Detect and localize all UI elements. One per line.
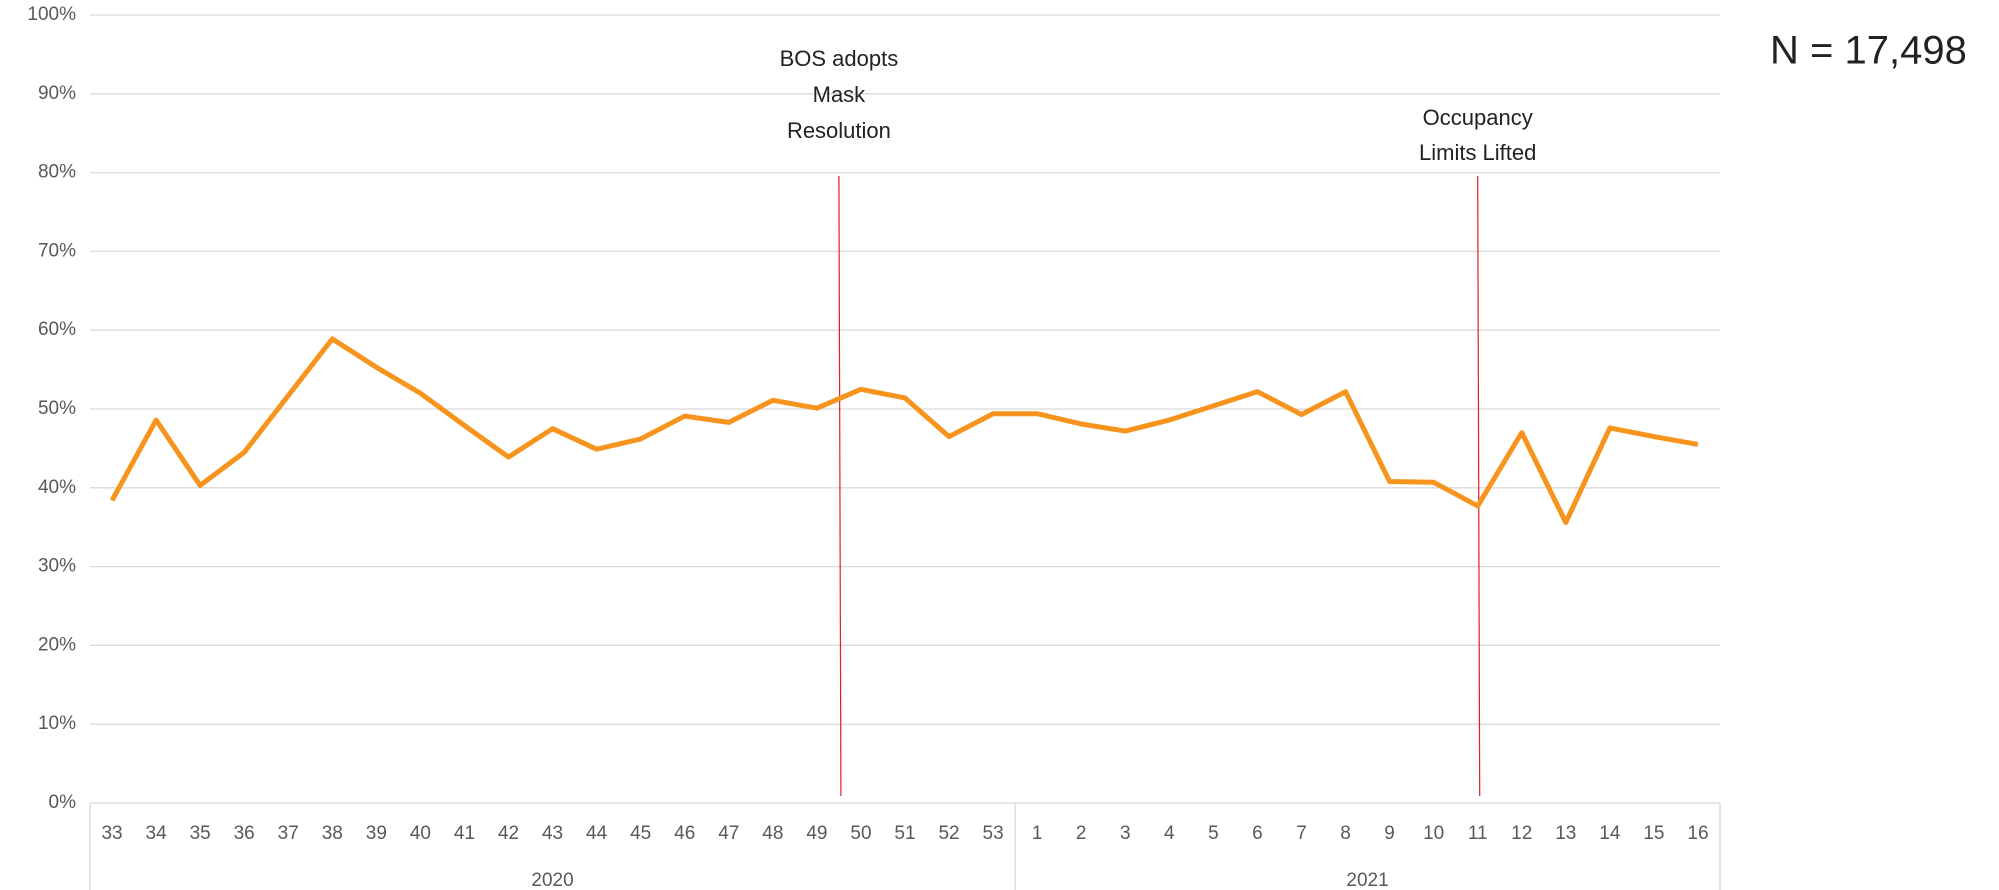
y-tick-label: 0%: [49, 792, 77, 813]
group-label: 2021: [1346, 870, 1388, 890]
x-tick-label: 15: [1643, 823, 1664, 844]
event-line: [838, 175, 842, 797]
x-tick-label: 14: [1599, 823, 1621, 844]
x-tick-label: 44: [586, 823, 608, 844]
x-tick-label: 11: [1468, 823, 1488, 844]
x-tick-label: 51: [894, 823, 915, 844]
x-tick-label: 48: [762, 823, 783, 844]
x-tick-label: 1: [1032, 823, 1043, 844]
x-tick-label: 4: [1164, 823, 1175, 844]
x-tick-label: 16: [1687, 823, 1708, 844]
annotation: Resolution: [787, 118, 891, 143]
group-label: 2020: [531, 870, 573, 890]
x-tick-label: 42: [498, 823, 519, 844]
annotation: BOS adopts: [780, 46, 899, 71]
x-tick-label: 53: [983, 823, 1004, 844]
x-tick-label: 37: [278, 823, 299, 844]
x-tick-label: 35: [190, 823, 211, 844]
x-tick-label: 7: [1296, 823, 1307, 844]
annotation: Mask: [813, 82, 867, 107]
x-tick-label: 34: [146, 823, 168, 844]
y-tick-label: 30%: [38, 556, 76, 577]
x-tick-label: 47: [718, 823, 739, 844]
x-tick-label: 38: [322, 823, 343, 844]
y-tick-label: 40%: [38, 477, 76, 498]
x-tick-label: 9: [1384, 823, 1395, 844]
x-tick-label: 50: [850, 823, 871, 844]
y-tick-label: 90%: [38, 83, 76, 104]
x-tick-label: 33: [101, 823, 122, 844]
sample-size: N = 17,498: [1770, 29, 1967, 73]
y-tick-label: 70%: [38, 240, 76, 261]
x-tick-label: 8: [1340, 823, 1351, 844]
y-tick-label: 60%: [38, 319, 76, 340]
y-tick-label: 100%: [27, 4, 76, 25]
y-tick-label: 10%: [38, 713, 76, 734]
y-tick-label: 80%: [38, 162, 76, 183]
x-tick-label: 2: [1076, 823, 1087, 844]
y-tick-label: 20%: [38, 634, 76, 655]
annotation: Occupancy: [1423, 105, 1533, 130]
data-line: [109, 336, 1699, 525]
annotation: Limits Lifted: [1419, 140, 1536, 165]
y-tick-label: 50%: [38, 398, 76, 419]
x-tick-label: 45: [630, 823, 651, 844]
x-tick-label: 10: [1423, 823, 1444, 844]
x-tick-label: 36: [234, 823, 255, 844]
x-tick-label: 39: [366, 823, 387, 844]
x-tick-label: 5: [1208, 823, 1219, 844]
x-tick-label: 43: [542, 823, 563, 844]
x-tick-label: 13: [1555, 823, 1576, 844]
x-tick-label: 41: [454, 823, 475, 844]
x-tick-label: 12: [1511, 823, 1532, 844]
x-tick-label: 3: [1120, 823, 1131, 844]
event-line: [1477, 175, 1481, 797]
x-tick-label: 46: [674, 823, 695, 844]
x-tick-label: 49: [806, 823, 827, 844]
x-tick-label: 52: [938, 823, 959, 844]
x-tick-label: 6: [1252, 823, 1263, 844]
x-tick-label: 40: [410, 823, 431, 844]
